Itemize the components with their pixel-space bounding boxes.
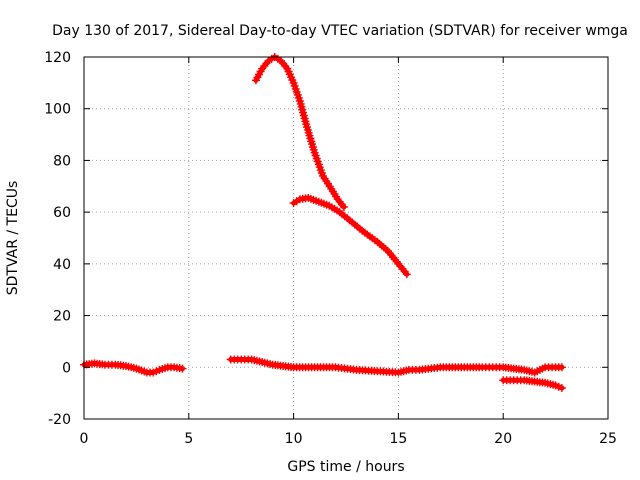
y-tick-label: 20 xyxy=(53,309,71,325)
x-tick-label: 10 xyxy=(285,431,303,447)
y-tick-label: 0 xyxy=(62,360,71,376)
axis-ticks: 0 5 10 15 20 25 -20 0 20 40 60 80 100 120 xyxy=(44,50,617,447)
plot-frame xyxy=(83,56,609,420)
x-tick-label: 25 xyxy=(599,431,617,447)
data-point-marker xyxy=(557,384,566,392)
x-tick-label: 20 xyxy=(494,431,512,447)
y-tick-label: 120 xyxy=(44,50,71,66)
data-point-marker xyxy=(339,203,348,211)
chart-title: Day 130 of 2017, Sidereal Day-to-day VTE… xyxy=(52,23,628,39)
series-band xyxy=(253,54,347,210)
y-tick-label: 60 xyxy=(53,205,71,221)
data-point-marker xyxy=(178,364,187,373)
data-point-marker xyxy=(402,270,411,279)
series-baseline-early xyxy=(80,359,187,377)
series-baseline-late xyxy=(226,355,566,377)
data-point-marker xyxy=(557,363,566,372)
y-tick-label: 80 xyxy=(53,153,71,169)
series-band xyxy=(291,195,410,277)
x-tick-label: 0 xyxy=(80,431,89,447)
y-axis-label: SDTVAR / TECUs xyxy=(5,181,21,296)
y-tick-label: -20 xyxy=(48,412,71,428)
series-upper-arc xyxy=(251,53,348,211)
x-tick-label: 15 xyxy=(389,431,407,447)
grid-lines xyxy=(84,57,608,419)
y-tick-label: 100 xyxy=(44,102,71,118)
y-tick-label: 40 xyxy=(53,257,71,273)
x-tick-label: 5 xyxy=(184,431,193,447)
data-series xyxy=(80,53,566,392)
x-axis-label: GPS time / hours xyxy=(287,459,404,475)
series-baseline-late-lower xyxy=(499,376,566,392)
series-lower-arc xyxy=(289,193,411,279)
